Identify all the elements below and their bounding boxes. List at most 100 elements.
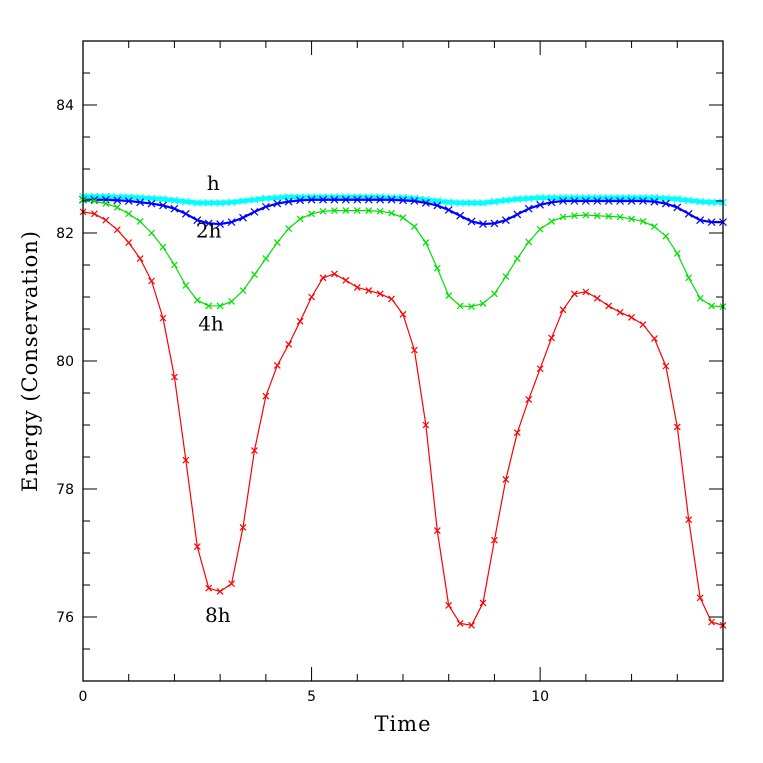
data-point — [170, 196, 179, 205]
data-point — [456, 302, 464, 310]
data-point — [399, 310, 407, 318]
data-point — [616, 197, 625, 205]
data-point — [696, 594, 704, 602]
data-point — [331, 270, 338, 278]
data-point — [605, 212, 613, 220]
data-point — [536, 225, 544, 233]
data-point — [548, 334, 555, 342]
data-point — [399, 214, 407, 222]
data-point — [341, 195, 350, 204]
data-point — [113, 203, 121, 211]
data-point — [319, 274, 327, 282]
data-point — [331, 207, 338, 215]
data-point — [491, 536, 498, 544]
data-point — [285, 340, 293, 348]
data-point — [228, 580, 235, 588]
data-point — [696, 216, 705, 225]
data-point — [148, 277, 155, 285]
data-point — [353, 283, 361, 291]
x-tick-label: 5 — [307, 689, 316, 705]
data-point — [502, 475, 510, 483]
data-point — [468, 303, 475, 311]
data-point — [308, 210, 315, 218]
data-point — [239, 287, 247, 295]
data-point — [250, 207, 259, 216]
y-tick-label: 80 — [56, 354, 74, 370]
data-point — [342, 276, 350, 284]
data-point — [273, 362, 281, 369]
data-point — [582, 211, 590, 219]
y-tick-label: 78 — [56, 482, 74, 498]
data-point — [181, 197, 190, 206]
data-point — [708, 618, 715, 626]
data-point — [582, 288, 590, 296]
data-point — [193, 216, 202, 225]
data-point — [581, 197, 590, 205]
data-point — [308, 293, 315, 301]
data-point — [444, 198, 453, 207]
data-point — [684, 209, 693, 218]
data-point — [662, 232, 670, 240]
data-point — [388, 295, 395, 303]
data-point — [410, 197, 419, 205]
curve-label: 8h — [205, 603, 231, 627]
data-point — [319, 195, 327, 204]
data-point — [456, 198, 465, 207]
data-point — [525, 238, 533, 246]
data-point — [102, 200, 110, 207]
data-point — [559, 306, 567, 314]
data-point — [673, 423, 681, 431]
data-point — [479, 299, 487, 307]
data-point — [159, 243, 167, 251]
data-point — [239, 213, 247, 222]
data-point — [262, 392, 270, 400]
series-3 — [79, 208, 727, 629]
data-point — [456, 211, 465, 220]
data-point — [571, 212, 578, 220]
data-point — [136, 218, 144, 225]
data-point — [570, 197, 579, 205]
series-1 — [79, 195, 727, 228]
data-point — [411, 346, 418, 354]
data-point — [548, 218, 555, 225]
data-point — [216, 198, 225, 207]
data-point — [182, 456, 190, 464]
data-point — [536, 200, 545, 209]
data-point — [604, 197, 613, 205]
data-point — [125, 210, 133, 218]
data-point — [376, 195, 385, 204]
data-point — [216, 587, 224, 595]
data-point — [673, 195, 682, 204]
data-point — [193, 198, 202, 207]
data-point — [513, 195, 522, 204]
data-point — [411, 223, 418, 231]
data-point — [467, 217, 476, 226]
data-point — [273, 193, 282, 202]
data-point — [627, 197, 636, 205]
data-point — [342, 207, 350, 215]
y-tick-label: 84 — [56, 98, 74, 114]
data-point — [707, 218, 716, 227]
data-point — [605, 302, 613, 310]
series-line — [83, 198, 723, 226]
data-point — [513, 210, 522, 219]
data-point — [330, 195, 339, 204]
data-point — [239, 197, 247, 205]
data-point — [387, 195, 396, 204]
data-point — [421, 198, 430, 207]
data-point — [170, 204, 179, 213]
x-axis-title: Time — [374, 712, 431, 736]
data-point — [124, 197, 133, 205]
series-layer — [79, 192, 727, 629]
data-point — [639, 218, 647, 225]
data-point — [171, 261, 178, 269]
data-point — [204, 198, 213, 207]
data-point — [228, 298, 235, 305]
tick-layer — [82, 40, 724, 682]
data-point — [261, 194, 270, 203]
data-point — [639, 197, 647, 205]
data-point — [651, 335, 658, 343]
data-point — [159, 314, 167, 322]
annotation-layer: h 2h 4h 8h — [196, 171, 231, 627]
